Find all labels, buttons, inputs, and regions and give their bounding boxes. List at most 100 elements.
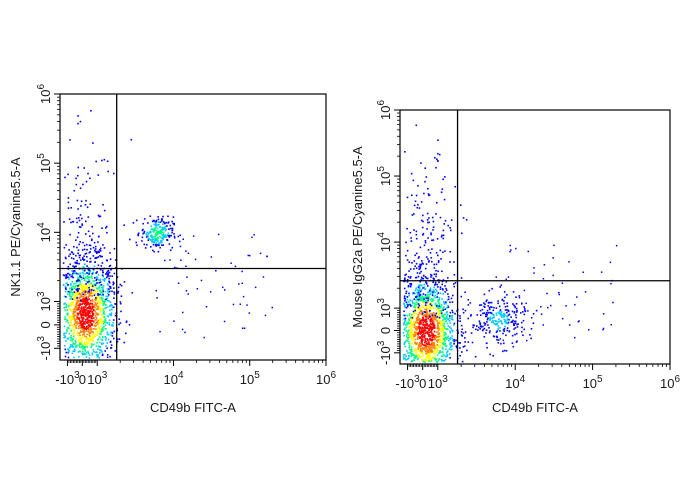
event-dot <box>88 244 91 247</box>
event-dot <box>164 229 167 232</box>
event-dot <box>81 278 83 281</box>
event-dot <box>151 238 154 241</box>
event-dot <box>79 272 82 275</box>
event-dot <box>156 232 159 234</box>
event-dot <box>408 294 410 297</box>
event-dot <box>67 348 69 350</box>
event-dot <box>419 337 421 339</box>
event-dot <box>87 316 90 319</box>
event-dot <box>80 284 83 286</box>
event-dot <box>442 308 445 310</box>
event-dot <box>83 167 85 169</box>
event-dot <box>503 291 506 293</box>
event-dot <box>423 311 426 313</box>
event-dot <box>103 310 105 313</box>
event-dot <box>173 235 176 238</box>
event-dot <box>83 286 86 289</box>
event-dot <box>91 299 94 302</box>
event-dot <box>69 298 71 300</box>
event-dot <box>485 315 487 318</box>
event-dot <box>79 187 82 189</box>
event-dot <box>421 336 424 338</box>
event-dot <box>246 304 248 306</box>
event-dot <box>104 335 106 338</box>
event-dot <box>92 292 94 294</box>
event-dot <box>73 356 75 359</box>
event-dot <box>430 298 433 300</box>
event-dot <box>542 278 545 280</box>
event-dot <box>448 339 450 342</box>
event-dot <box>442 328 445 330</box>
event-dot <box>405 339 408 342</box>
event-dot <box>79 304 82 306</box>
event-dot <box>434 356 436 358</box>
event-dot <box>404 298 406 300</box>
event-dot <box>449 301 451 304</box>
event-dot <box>516 309 518 312</box>
event-dot <box>423 324 425 326</box>
event-dot <box>413 312 416 314</box>
event-dot <box>436 348 438 350</box>
event-dot <box>79 281 81 283</box>
event-dot <box>505 278 507 281</box>
event-dot <box>552 274 554 277</box>
event-dot <box>483 312 486 314</box>
event-dot <box>440 312 443 315</box>
event-dot <box>442 360 445 362</box>
event-dot <box>411 323 414 325</box>
event-dot <box>271 306 273 309</box>
event-dot <box>427 353 430 355</box>
event-dot <box>553 244 555 247</box>
event-dot <box>473 324 476 327</box>
event-dot <box>422 339 424 341</box>
event-dot <box>411 299 414 302</box>
event-dot <box>410 237 412 239</box>
event-dot <box>166 239 168 241</box>
event-dot <box>429 318 432 320</box>
event-dot <box>72 304 75 307</box>
event-dot <box>89 248 92 250</box>
event-dot <box>449 311 452 314</box>
event-dot <box>78 284 80 286</box>
event-dot <box>161 227 163 229</box>
event-dot <box>524 309 526 312</box>
event-dot <box>168 243 171 245</box>
event-dot <box>462 308 464 311</box>
event-dot <box>524 310 527 313</box>
event-dot <box>75 239 77 241</box>
event-dot <box>106 259 108 262</box>
event-dot <box>88 303 90 305</box>
x-tick-label: 106 <box>316 370 336 387</box>
event-dot <box>101 269 104 272</box>
event-dot <box>159 240 162 242</box>
event-dot <box>438 297 441 299</box>
event-dot <box>128 324 131 326</box>
event-dot <box>492 354 494 357</box>
event-dot <box>495 312 498 315</box>
event-dot <box>78 355 80 358</box>
event-dot <box>71 310 73 312</box>
event-dot <box>413 302 416 305</box>
event-dot <box>112 319 115 321</box>
event-dot <box>99 254 101 257</box>
event-dot <box>441 304 443 306</box>
event-dot <box>408 261 411 263</box>
event-dot <box>101 286 103 289</box>
event-dot <box>82 258 84 260</box>
event-dot <box>253 234 255 236</box>
y-tick-label: -103 <box>376 340 393 365</box>
event-dot <box>513 311 516 313</box>
event-dot <box>96 332 99 335</box>
event-dot <box>440 344 442 347</box>
event-dot <box>407 276 410 278</box>
event-dot <box>429 315 431 318</box>
event-dot <box>405 292 407 295</box>
event-dot <box>464 331 467 333</box>
event-dot <box>403 297 406 299</box>
event-dot <box>426 314 428 317</box>
event-dot <box>447 306 450 308</box>
event-dot <box>99 290 102 293</box>
event-dot <box>446 307 448 309</box>
event-dot <box>438 281 440 284</box>
event-dot <box>94 261 96 263</box>
